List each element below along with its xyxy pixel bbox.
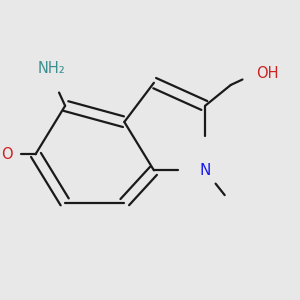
Text: N: N <box>200 163 211 178</box>
Text: OH: OH <box>256 66 278 81</box>
Text: NH₂: NH₂ <box>38 61 66 76</box>
Text: O: O <box>1 147 12 162</box>
